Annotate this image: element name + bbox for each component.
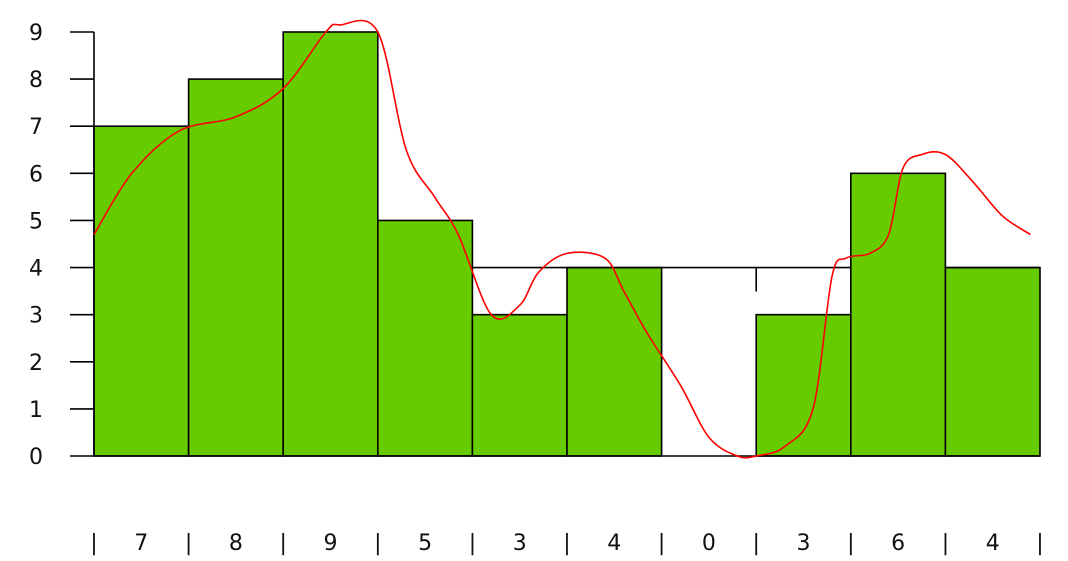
category-label: 7: [134, 531, 148, 556]
category-separator: |: [374, 531, 381, 556]
y-tick-label: 5: [29, 209, 43, 234]
category-label: 9: [324, 531, 338, 556]
bar-8: [849, 172, 947, 457]
category-label: 4: [986, 531, 1000, 556]
y-tick-label: 1: [29, 398, 43, 423]
category-label: 3: [513, 531, 527, 556]
category-separator: |: [942, 531, 949, 556]
bar-9: [944, 266, 1041, 457]
category-label: 3: [797, 531, 811, 556]
bar-0: [93, 125, 190, 457]
category-label: 4: [607, 531, 621, 556]
category-separator: |: [185, 531, 192, 556]
bar-3: [376, 219, 474, 457]
category-separator: |: [658, 531, 665, 556]
bar-2: [282, 31, 379, 457]
category-separator: |: [563, 531, 570, 556]
y-tick-label: 4: [29, 257, 43, 282]
y-tick-label: 2: [29, 351, 43, 376]
category-separator: |: [279, 531, 286, 556]
category-label: 6: [891, 531, 905, 556]
y-tick-label: 6: [29, 162, 43, 187]
category-separator: |: [469, 531, 476, 556]
category-label: 0: [702, 531, 716, 556]
category-separator: |: [90, 531, 97, 556]
category-separator: |: [847, 531, 854, 556]
category-label: 5: [418, 531, 432, 556]
y-tick-label: 9: [29, 21, 43, 46]
labels-layer: 0 1 2 3 4 5 6 7 8 9 | | | | | | | | | | | 7 8 9 5 3 4 0 3 6 4: [29, 21, 1044, 556]
axes-layer: [70, 31, 1040, 457]
y-tick-label: 7: [29, 115, 43, 140]
y-tick-label: 3: [29, 304, 43, 329]
category-separator: |: [752, 531, 759, 556]
curve-layer: [93, 19, 1031, 459]
trend-curve: [93, 19, 1031, 459]
bar-5: [566, 266, 663, 457]
bars-layer: [93, 31, 1041, 457]
bar-7: [755, 313, 852, 457]
bar-4: [471, 313, 568, 457]
y-tick-label: 8: [29, 68, 43, 93]
y-tick-label: 0: [29, 445, 43, 470]
category-separator: |: [1036, 531, 1043, 556]
bar-1: [187, 78, 285, 457]
category-label: 8: [229, 531, 243, 556]
